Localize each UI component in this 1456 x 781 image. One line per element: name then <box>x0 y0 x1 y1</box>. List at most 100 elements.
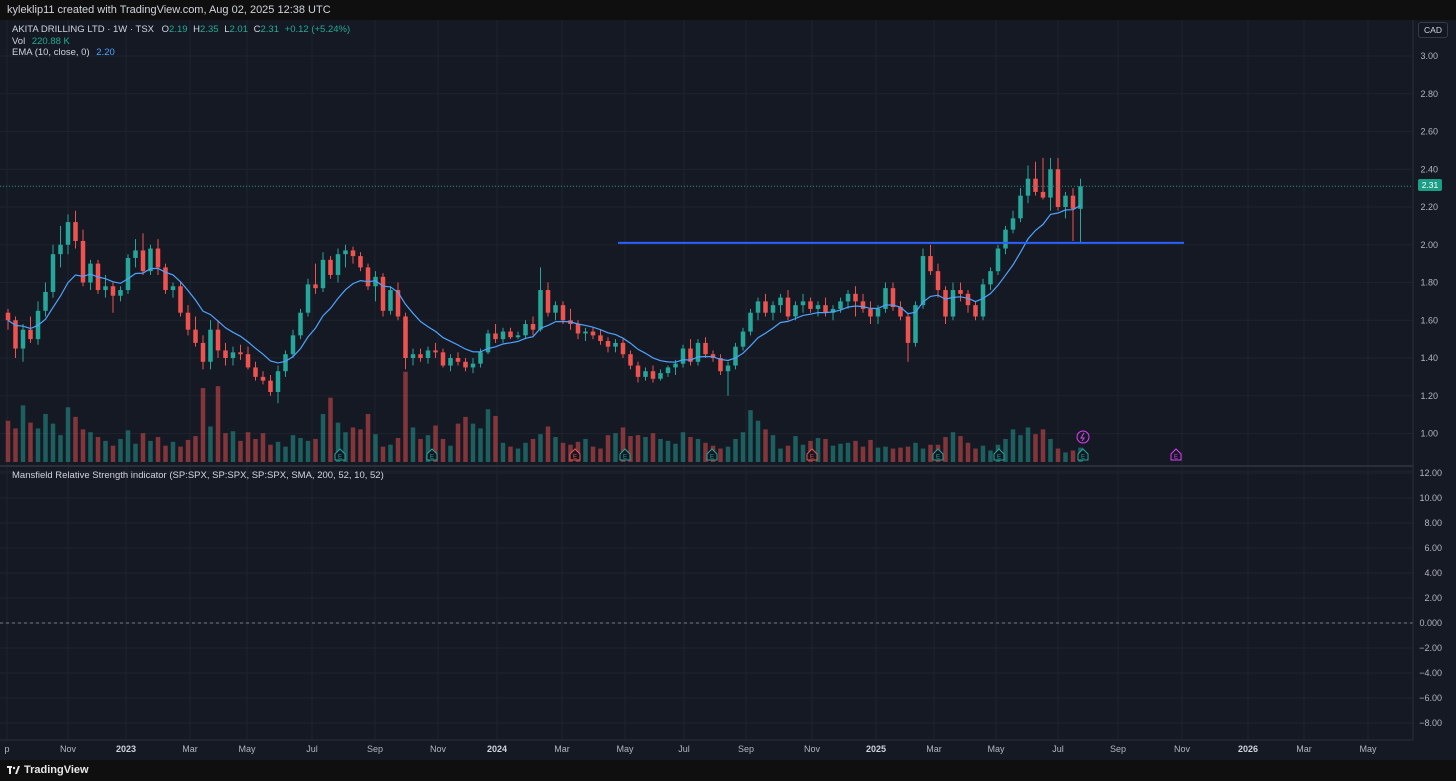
volume-value: 220.88 K <box>31 36 70 47</box>
volume-bar <box>425 435 431 462</box>
volume-bar <box>170 441 176 462</box>
candle-body <box>20 329 26 349</box>
volume-bar <box>635 435 641 462</box>
indicator-legend[interactable]: Mansfield Relative Strength indicator (S… <box>12 470 384 481</box>
candle-body <box>253 367 258 377</box>
candle-body <box>598 335 603 342</box>
volume-bar <box>155 437 161 462</box>
candle-body <box>770 305 776 313</box>
candle-body <box>58 244 63 255</box>
volume-bar <box>470 423 476 462</box>
high-label: H <box>193 24 201 35</box>
symbol-name[interactable]: AKITA DRILLING LTD · 1W · TSX <box>12 24 154 35</box>
earnings-icon[interactable]: E <box>1077 448 1089 461</box>
candle-body <box>605 341 611 347</box>
volume-bar <box>253 438 258 462</box>
volume-bar <box>1055 448 1061 462</box>
candle-body <box>418 354 423 358</box>
volume-bar <box>958 436 963 462</box>
candle-body <box>778 297 783 306</box>
volume-bar <box>80 429 86 462</box>
candle-body <box>215 329 221 351</box>
volume-bar <box>943 437 948 462</box>
candle-body <box>680 348 686 364</box>
volume-bar <box>1040 429 1046 462</box>
candle-body <box>433 350 438 353</box>
chart-area[interactable]: E E E E E E E E E E 3.00 2.80 2.60 2.40 2.20 2.00 1.80 1… <box>0 20 1456 760</box>
close-value: 2.31 <box>260 24 280 35</box>
volume-bar <box>463 416 468 462</box>
volume-bar <box>118 438 123 462</box>
brand-name: TradingView <box>24 764 89 776</box>
volume-bar <box>628 436 633 462</box>
volume-bar <box>778 448 783 462</box>
volume-bar <box>35 428 41 462</box>
candle-body <box>493 333 498 340</box>
volume-bar <box>643 437 648 462</box>
candle-body <box>688 348 693 362</box>
volume-bar <box>1063 452 1068 462</box>
volume-legend[interactable]: Vol 220.88 K <box>12 36 70 47</box>
candle-body <box>335 254 341 275</box>
earnings-icon[interactable]: E <box>426 448 438 461</box>
candle-body <box>718 358 723 372</box>
volume-bar <box>58 435 63 462</box>
candle-body <box>65 222 71 245</box>
price-axis-label: 2.60 <box>1420 127 1438 137</box>
svg-text:E: E <box>430 455 434 461</box>
earnings-icon[interactable]: E <box>334 448 346 461</box>
volume-bar <box>88 432 93 462</box>
change-value: +0.12 (+5.24%) <box>284 24 351 35</box>
indicator-axis-label: −6.00 <box>1419 693 1442 703</box>
earnings-icon[interactable]: E <box>706 448 718 461</box>
candle-body <box>800 301 806 306</box>
earnings-icon[interactable]: E <box>619 448 631 461</box>
candle-body <box>208 329 213 362</box>
candle-body <box>470 363 476 368</box>
volume-bar <box>148 440 153 462</box>
candle-body <box>43 291 48 311</box>
volume-bar <box>695 438 701 462</box>
chart-canvas[interactable]: E E E E E E E E E E 3.00 2.80 2.60 2.40 2.20 2.00 1.80 1… <box>0 20 1456 760</box>
earnings-icon[interactable]: E <box>932 448 944 461</box>
volume-bar <box>748 410 753 462</box>
tradingview-logo[interactable]: TradingView <box>7 764 89 776</box>
price-axis-label: 1.40 <box>1420 353 1438 363</box>
volume-bar <box>373 434 378 462</box>
lightning-icon <box>1080 432 1085 442</box>
volume-bar <box>20 405 26 462</box>
candle-body <box>725 365 731 372</box>
candle-body <box>155 248 161 268</box>
candle-body <box>425 350 431 358</box>
candle-body <box>500 331 506 340</box>
ema-legend[interactable]: EMA (10, close, 0) 2.20 <box>12 47 115 58</box>
candle-body <box>298 312 303 336</box>
earnings-icon[interactable]: E <box>993 448 1005 461</box>
volume-bar <box>380 446 386 462</box>
candle-body <box>650 371 656 379</box>
candle-body <box>350 250 356 257</box>
volume-bar <box>73 416 78 462</box>
candle-body <box>695 342 701 362</box>
candle-body <box>275 371 281 392</box>
candle-body <box>358 256 363 268</box>
volume-bar <box>320 414 326 462</box>
candle-body <box>620 342 626 355</box>
volume-bar <box>928 444 933 462</box>
volume-bar <box>193 436 198 462</box>
candle-body <box>853 293 858 302</box>
currency-badge[interactable]: CAD <box>1418 22 1448 38</box>
candle-body <box>868 308 873 317</box>
ema-line <box>7 204 1081 364</box>
earnings-icon[interactable]: E <box>569 448 581 461</box>
earnings-icon[interactable]: E <box>806 448 818 461</box>
volume-bar <box>328 397 333 462</box>
volume-bar <box>718 448 723 462</box>
volume-bar <box>358 429 363 462</box>
volume-bar <box>920 448 926 462</box>
candle-body <box>545 290 551 313</box>
earnings-icon[interactable]: E <box>1170 448 1182 461</box>
candle-body <box>1063 195 1068 207</box>
volume-bar <box>673 443 678 462</box>
high-value: 2.35 <box>200 24 219 35</box>
